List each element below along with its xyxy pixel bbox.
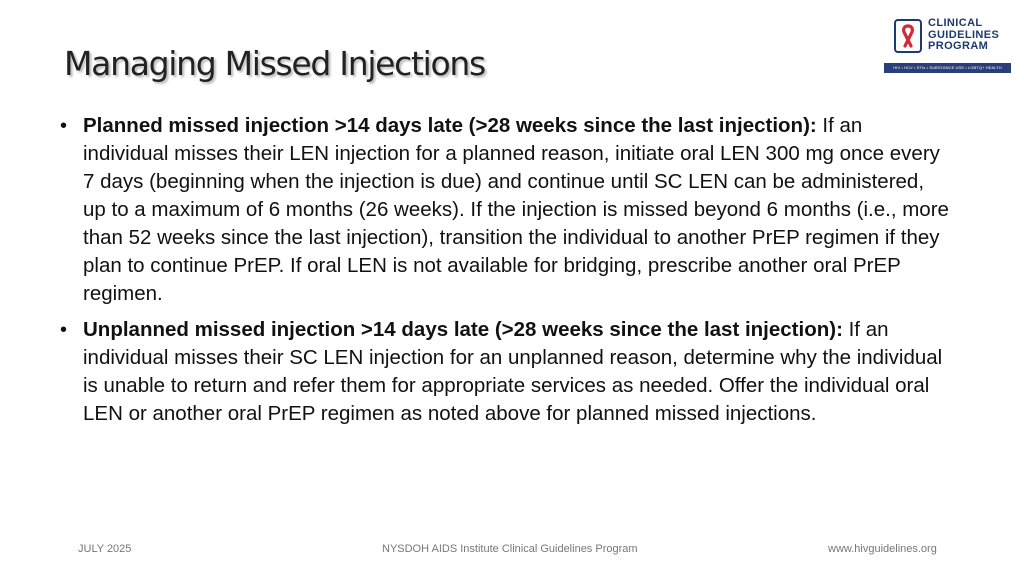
bullet-lead: Planned missed injection >14 days late (… xyxy=(83,114,817,137)
logo-wordmark: CLINICAL GUIDELINES PROGRAM xyxy=(928,17,1000,53)
footer-program: NYSDOH AIDS Institute Clinical Guideline… xyxy=(382,543,638,555)
red-ribbon-icon xyxy=(894,19,922,53)
bullet-text: If an individual misses their LEN inject… xyxy=(83,114,949,305)
clinical-guidelines-program-logo: CLINICAL GUIDELINES PROGRAM HIV • HCV • … xyxy=(884,17,1012,79)
footer-url: www.hivguidelines.org xyxy=(828,543,937,555)
logo-line-2: GUIDELINES xyxy=(928,28,1000,41)
bullet-text: If an individual misses their SC LEN inj… xyxy=(83,318,943,425)
logo-line-1: CLINICAL xyxy=(928,17,983,29)
footer-date: JULY 2025 xyxy=(78,543,132,555)
logo-tagline: HIV • HCV • STIs • SUBSTANCE USE • LGBTQ… xyxy=(884,63,1011,73)
logo-line-3: PROGRAM xyxy=(928,40,989,52)
bullet-list: Planned missed injection >14 days late (… xyxy=(60,112,950,436)
slide-title: Managing Missed Injections xyxy=(64,44,486,83)
bullet-planned-missed-injection: Planned missed injection >14 days late (… xyxy=(60,112,950,308)
bullet-unplanned-missed-injection: Unplanned missed injection >14 days late… xyxy=(60,316,950,428)
bullet-lead: Unplanned missed injection >14 days late… xyxy=(83,318,843,341)
